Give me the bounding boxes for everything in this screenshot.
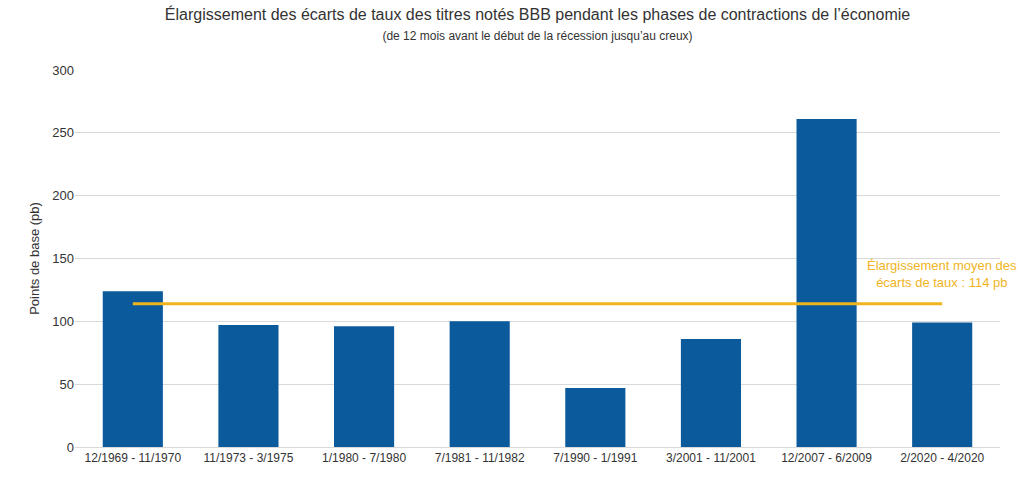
svg-text:2/2020 - 4/2020: 2/2020 - 4/2020 — [900, 451, 984, 465]
svg-text:300: 300 — [52, 63, 74, 78]
svg-text:1/1980 - 7/1980: 1/1980 - 7/1980 — [322, 451, 406, 465]
svg-text:100: 100 — [52, 314, 74, 329]
svg-text:0: 0 — [67, 440, 74, 455]
svg-text:7/1990 - 1/1991: 7/1990 - 1/1991 — [553, 451, 637, 465]
svg-text:12/1969 - 11/1970: 12/1969 - 11/1970 — [85, 451, 182, 465]
svg-text:3/2001 - 11/2001: 3/2001 - 11/2001 — [666, 451, 756, 465]
svg-text:250: 250 — [52, 125, 74, 140]
svg-text:Élargissement des écarts de ta: Élargissement des écarts de taux des tit… — [165, 5, 910, 44]
svg-text:50: 50 — [60, 377, 74, 392]
svg-text:Élargissement moyen desécarts: Élargissement moyen desécarts de taux : … — [867, 258, 1017, 290]
svg-text:11/1973 - 3/1975: 11/1973 - 3/1975 — [204, 451, 294, 465]
svg-text:150: 150 — [52, 251, 74, 266]
svg-text:Points de base (pb): Points de base (pb) — [27, 202, 42, 315]
svg-text:7/1981 - 11/1982: 7/1981 - 11/1982 — [435, 451, 525, 465]
svg-text:200: 200 — [52, 188, 74, 203]
svg-text:12/2007 - 6/2009: 12/2007 - 6/2009 — [781, 451, 872, 465]
